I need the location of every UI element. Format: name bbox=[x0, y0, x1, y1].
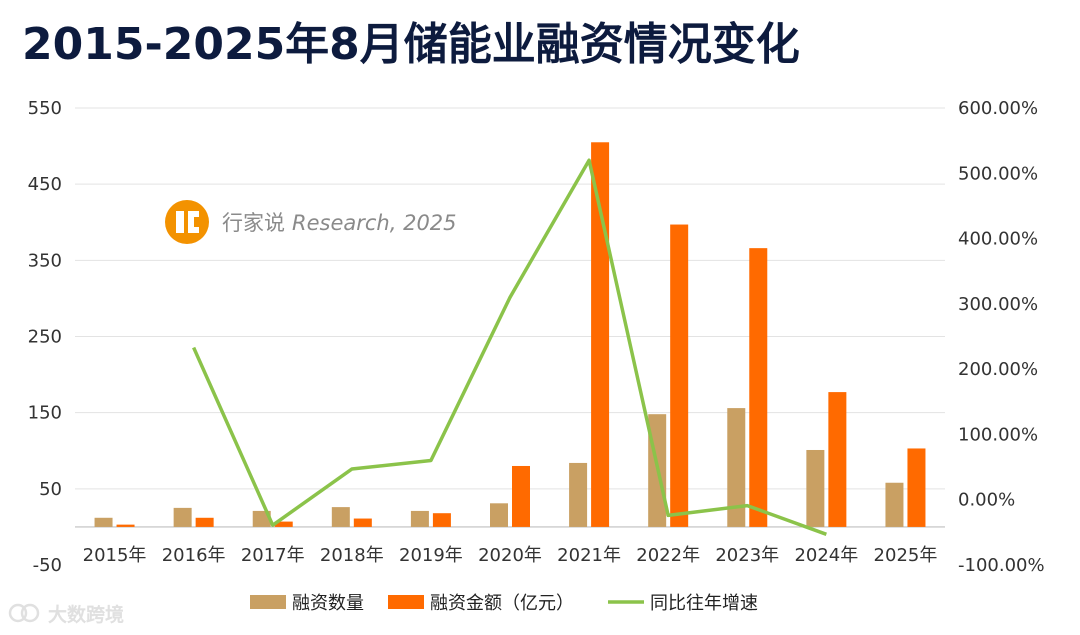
left-tick-label: 350 bbox=[28, 250, 62, 271]
left-tick-label: -50 bbox=[33, 555, 62, 576]
right-axis-ticks: -100.00% 0.00% 100.00% 200.00% 300.00% 400.00… bbox=[958, 98, 1045, 576]
right-tick-label: 300.00% bbox=[958, 294, 1038, 315]
right-tick-label: 400.00% bbox=[958, 229, 1038, 250]
category-label: 2016年 bbox=[162, 545, 226, 566]
category-label: 2019年 bbox=[399, 545, 463, 566]
bar bbox=[94, 517, 113, 527]
category-label: 2024年 bbox=[794, 545, 858, 566]
growth-line bbox=[192, 158, 827, 536]
bar bbox=[591, 142, 610, 527]
footer-brand: 大数跨境 bbox=[8, 603, 124, 626]
category-label: 2025年 bbox=[874, 545, 938, 566]
category-label: 2022年 bbox=[636, 545, 700, 566]
brand-logo-glyph bbox=[176, 211, 199, 233]
category-label: 2020年 bbox=[478, 545, 542, 566]
footer-text: 大数跨境 bbox=[48, 603, 124, 626]
bar-series bbox=[94, 142, 926, 527]
bar bbox=[331, 507, 350, 527]
gridlines bbox=[75, 107, 945, 490]
bar bbox=[173, 507, 192, 527]
bar bbox=[512, 465, 530, 527]
bar bbox=[885, 482, 904, 527]
footer-logo-icon bbox=[8, 603, 28, 623]
category-label: 2017年 bbox=[241, 545, 305, 566]
bar bbox=[749, 248, 768, 527]
left-tick-label: 450 bbox=[28, 174, 62, 195]
right-tick-label: -100.00% bbox=[958, 555, 1045, 576]
bar bbox=[828, 392, 847, 527]
bar bbox=[569, 462, 588, 527]
bar bbox=[353, 518, 372, 527]
left-axis-ticks: -50 50 150 250 350 450 550 bbox=[28, 98, 62, 576]
bar bbox=[116, 524, 135, 527]
left-tick-label: 50 bbox=[39, 479, 62, 500]
right-tick-label: 500.00% bbox=[958, 163, 1038, 184]
bar bbox=[274, 521, 293, 527]
legend-swatch bbox=[388, 595, 424, 609]
category-label: 2018年 bbox=[320, 545, 384, 566]
legend-label: 同比往年增速 bbox=[650, 593, 758, 614]
right-tick-label: 0.00% bbox=[958, 490, 1015, 511]
bar bbox=[907, 448, 926, 527]
bar bbox=[670, 224, 689, 527]
chart-title: 2015-2025年8月储能业融资情况变化 bbox=[22, 19, 800, 70]
left-tick-label: 150 bbox=[28, 403, 62, 424]
right-tick-label: 100.00% bbox=[958, 424, 1038, 445]
category-label: 2021年 bbox=[557, 545, 621, 566]
right-tick-label: 200.00% bbox=[958, 359, 1038, 380]
line-series bbox=[192, 158, 827, 536]
bar bbox=[195, 517, 214, 527]
category-label: 2023年 bbox=[715, 545, 779, 566]
watermark-suffix: Research, 2025 bbox=[292, 211, 457, 235]
bar bbox=[806, 449, 825, 527]
bar bbox=[410, 510, 429, 527]
right-tick-label: 600.00% bbox=[958, 98, 1038, 119]
bar bbox=[252, 510, 271, 527]
footer-logo-icon-2 bbox=[20, 603, 40, 623]
watermark: 行家说 Research, 2025 bbox=[165, 200, 457, 244]
brand-logo-icon bbox=[165, 200, 209, 244]
bar bbox=[432, 513, 451, 527]
legend-label: 融资金额（亿元） bbox=[430, 593, 574, 614]
left-tick-label: 550 bbox=[28, 98, 62, 119]
legend-label: 融资数量 bbox=[292, 593, 364, 614]
legend: 融资数量 融资金额（亿元） 同比往年增速 bbox=[250, 593, 758, 614]
bar bbox=[727, 408, 746, 527]
legend-swatch bbox=[250, 595, 286, 609]
category-label: 2015年 bbox=[83, 545, 147, 566]
watermark-brand: 行家说 bbox=[222, 211, 285, 235]
category-labels: 2015年 2016年 2017年 2018年 2019年 2020年 2021年 2022年… bbox=[83, 545, 938, 566]
bar bbox=[490, 503, 508, 527]
left-tick-label: 250 bbox=[28, 327, 62, 348]
